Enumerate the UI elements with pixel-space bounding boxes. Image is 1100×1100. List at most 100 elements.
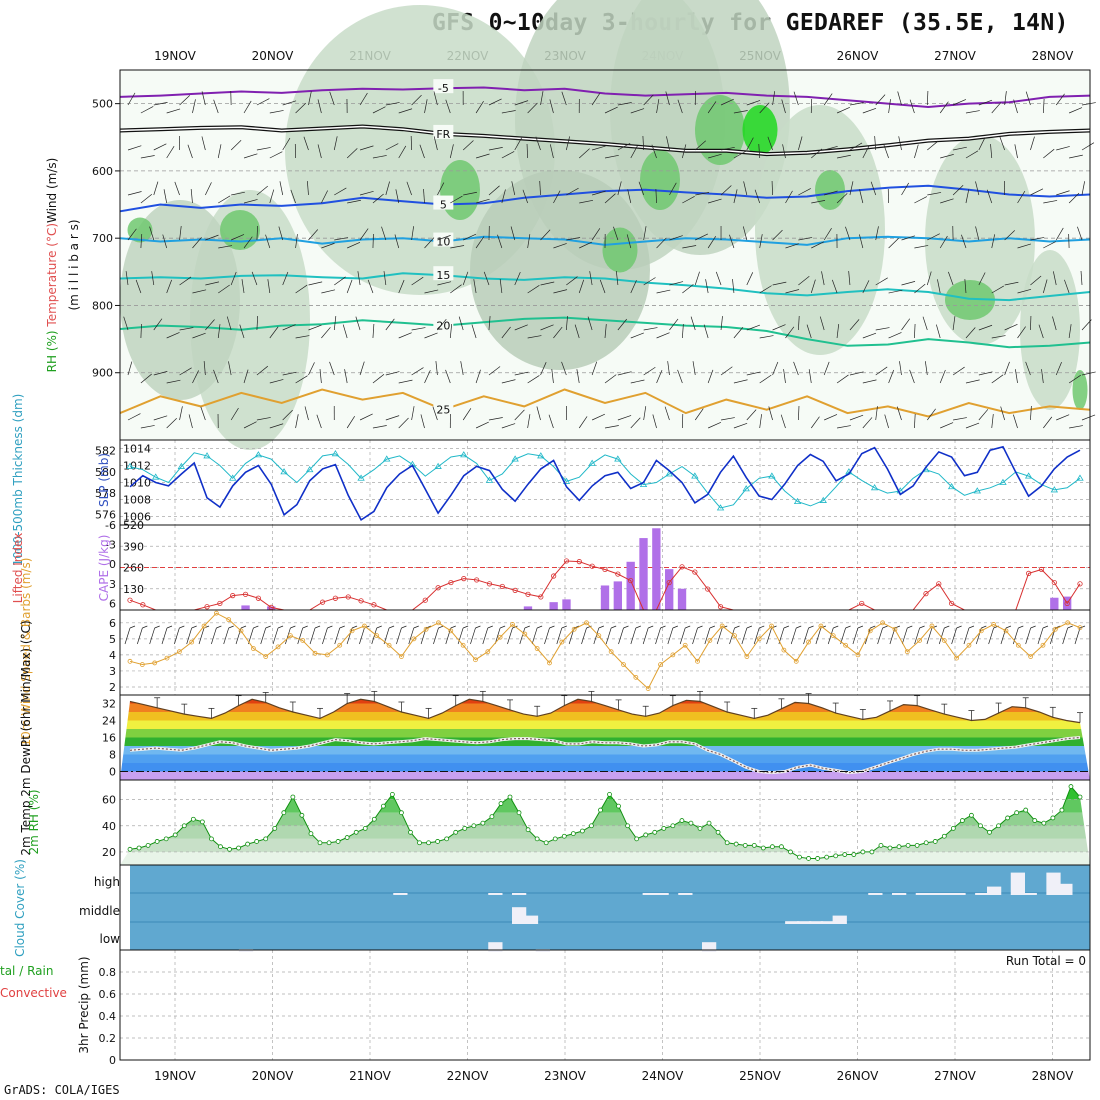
wind-barb (1038, 324, 1044, 339)
wind-barb (975, 181, 980, 196)
wind-barb (862, 417, 873, 429)
wind-barb (372, 193, 384, 204)
ylabel-precip: 3hr Precip (mm) (77, 956, 91, 1053)
wind-barb (192, 237, 202, 249)
wind-barb (810, 416, 820, 429)
wind-speed-point (1077, 625, 1083, 631)
isotherm (119, 388, 1091, 418)
wind-barb (939, 369, 946, 384)
thickness-point (793, 497, 802, 505)
isotherm (119, 272, 1091, 302)
wind-speed-point (843, 642, 848, 648)
wind-barb (965, 110, 980, 114)
rh-point (480, 820, 486, 826)
wind-barb (849, 142, 863, 151)
wind-barb (811, 241, 824, 249)
wind-barb (944, 625, 950, 629)
wind-barb (1081, 102, 1096, 106)
wind-speed-point (596, 633, 602, 639)
wind-barb (548, 414, 554, 429)
thickness-point (999, 478, 1007, 485)
wind-barb (566, 276, 578, 286)
ytick-label: 32 (102, 698, 116, 711)
wind-barb (824, 145, 838, 151)
wind-barb (501, 189, 506, 204)
date-label-top: 20NOV (252, 49, 294, 63)
wind-barb (952, 99, 967, 106)
wind-barb (875, 327, 890, 331)
cloud-row-label: high (94, 875, 120, 889)
rh-point (362, 825, 368, 831)
wind-barb (514, 137, 522, 151)
wind-barb (643, 327, 658, 331)
wind-barb (793, 361, 799, 376)
rh-area (127, 217, 153, 243)
rh-point (245, 841, 251, 847)
wind-barb (526, 143, 528, 159)
wind-speed-point (312, 650, 318, 656)
rh-point (1041, 820, 1047, 826)
rh-point (326, 840, 332, 846)
isotherm-FR-inner (119, 125, 1091, 155)
wind-barb (586, 625, 592, 629)
wind-barb (240, 625, 247, 629)
wind-barb (487, 625, 493, 629)
cloud-cell (393, 893, 408, 895)
wind-speed-point (534, 646, 540, 651)
wind-barb (630, 379, 645, 384)
wind-barb (316, 414, 322, 429)
wind-barb (978, 272, 986, 286)
wind-barb (501, 151, 515, 159)
wind-barb (578, 148, 590, 159)
wind-barb (697, 625, 703, 629)
wind-barb (729, 627, 735, 645)
wind-barb (424, 332, 438, 339)
wind-barb (827, 627, 834, 645)
wind-barb (295, 234, 298, 249)
wind-barb (849, 371, 864, 376)
rh-point (896, 844, 902, 850)
wind-barb (617, 102, 632, 106)
wind-barb (759, 335, 774, 339)
upper-air-panel: 500 600 700 800 900 -5 FR 5 10 15 20 25 RH (%) Tempe… (45, 0, 1096, 450)
wind-barb (618, 627, 624, 645)
wind-barb (656, 289, 671, 294)
wind-barb (808, 369, 812, 384)
rh-line (129, 785, 1081, 859)
legend-convective: Convective (0, 986, 67, 1000)
wind-barb (859, 189, 864, 204)
wind-barb (483, 271, 490, 286)
wind-barb (230, 407, 239, 421)
wind-barb (1012, 627, 1019, 645)
cloud-cell (832, 915, 847, 924)
thickness-point (434, 462, 442, 469)
rh-point (598, 807, 603, 813)
wind-barb (359, 361, 365, 376)
wind-barb (991, 102, 1002, 114)
wind-barb (314, 625, 321, 629)
wind-barb (333, 316, 337, 331)
ytick-label: 800 (92, 299, 113, 312)
wind-barb (408, 627, 415, 645)
wind-barb (694, 271, 700, 286)
wind-barb (317, 144, 322, 159)
wind-barb (317, 99, 322, 114)
wind-barb (965, 422, 980, 429)
wind-barb (488, 185, 500, 196)
wind-barb (824, 190, 838, 196)
ylabel-wind10m: 10m Wind Speed & Barbs (m/s) (19, 558, 33, 747)
wind-barb (420, 414, 425, 429)
wind-barb (553, 289, 568, 294)
wind-barb (308, 229, 319, 241)
wind-barb (617, 415, 632, 421)
wind-speed-point (436, 620, 441, 626)
wind-barb (359, 190, 374, 196)
wind-barb (260, 627, 267, 645)
wind-barb (279, 181, 284, 196)
thickness-point (691, 472, 699, 479)
wind-barb (372, 106, 386, 114)
wind-barb (475, 101, 484, 114)
rh-bands (120, 786, 1090, 865)
wind-barb (216, 625, 222, 629)
